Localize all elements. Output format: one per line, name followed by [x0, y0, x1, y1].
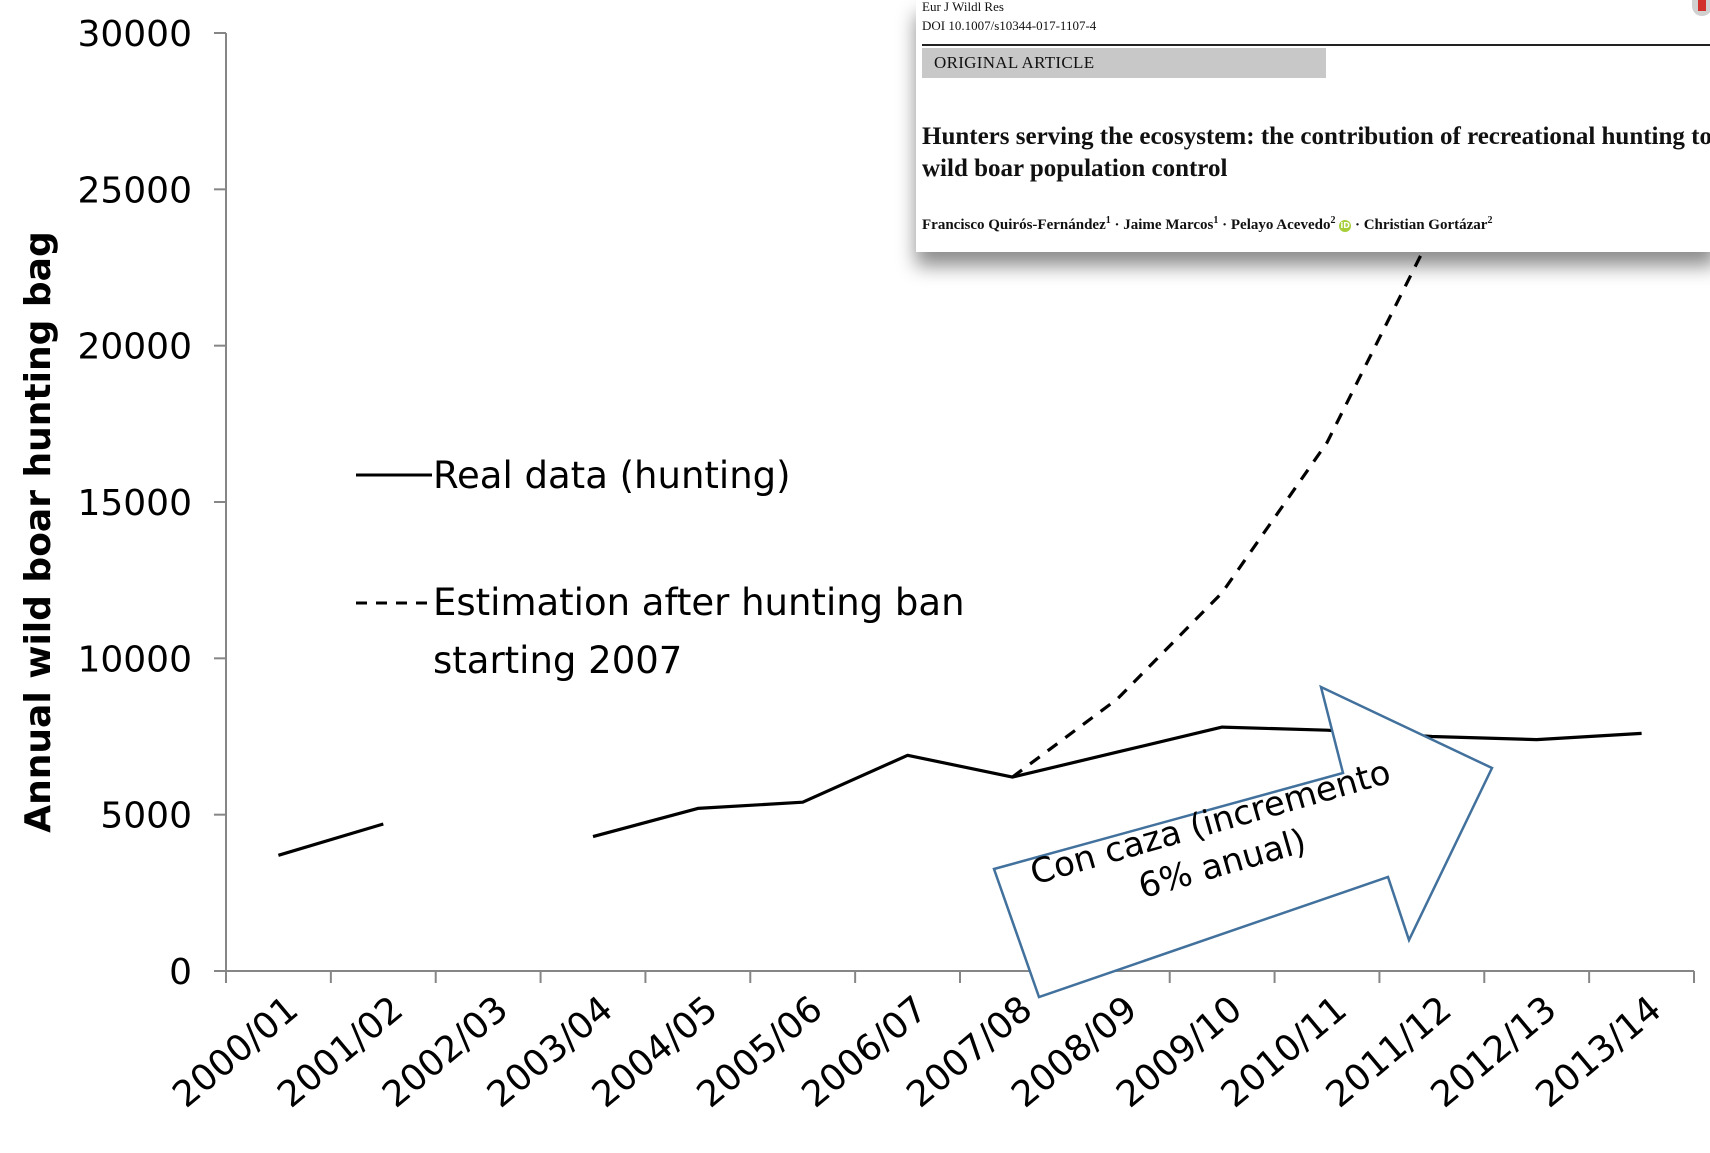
legend-label-estimation: Estimation after hunting ban starting 200… [433, 581, 965, 682]
data-point [1221, 591, 1224, 594]
y-tick-label: 25000 [77, 170, 192, 211]
y-tick-label: 30000 [77, 14, 192, 55]
series-layer [277, 232, 1642, 857]
y-tick-label: 5000 [100, 796, 192, 837]
orcid-icon: iD [1339, 219, 1352, 232]
author: Jaime Marcos [1123, 217, 1214, 233]
y-tick-label: 10000 [77, 639, 192, 680]
x-axis-ticks: 2000/012001/022002/032003/042004/052005/… [165, 971, 1695, 1116]
y-tick-label: 15000 [77, 483, 192, 524]
arrow-shape [992, 684, 1494, 999]
paper-header-inset: Eur J Wildl Res DOI 10.1007/s10344-017-1… [916, 0, 1710, 252]
y-tick-label: 20000 [77, 327, 192, 368]
series-line-segment [277, 822, 384, 857]
header-rule [922, 44, 1710, 46]
y-axis-ticks: 0 5000 10000 15000 20000 25000 30000 [77, 14, 226, 993]
author-affiliation: 1 [1213, 215, 1219, 226]
paper-authors: Francisco Quirós-Fernández1 · Jaime Marc… [922, 215, 1493, 233]
author: Francisco Quirós-Fernández [922, 217, 1106, 233]
author-affiliation: 2 [1330, 215, 1336, 226]
journal-name: Eur J Wildl Res [922, 0, 1004, 14]
series-line-segment [592, 725, 1642, 839]
article-type: ORIGINAL ARTICLE [922, 48, 1326, 78]
series-line-segment [1011, 232, 1434, 779]
author: Christian Gortázar [1363, 217, 1488, 233]
author-affiliation: 2 [1487, 215, 1493, 226]
paper-title: Hunters serving the ecosystem: the contr… [922, 123, 1710, 182]
doi: DOI 10.1007/s10344-017-1107-4 [922, 18, 1097, 33]
legend-label-real: Real data (hunting) [433, 454, 791, 497]
author-affiliation: 1 [1105, 215, 1111, 226]
y-tick-label: 0 [169, 952, 192, 993]
author: Pelayo Acevedo [1230, 217, 1331, 233]
series-real [277, 725, 1642, 857]
crossmark-icon [1692, 0, 1710, 16]
series-estimation [1011, 232, 1434, 779]
y-axis-label: Annual wild boar hunting bag [18, 231, 59, 832]
legend: Real data (hunting) Estimation after hun… [356, 454, 965, 682]
